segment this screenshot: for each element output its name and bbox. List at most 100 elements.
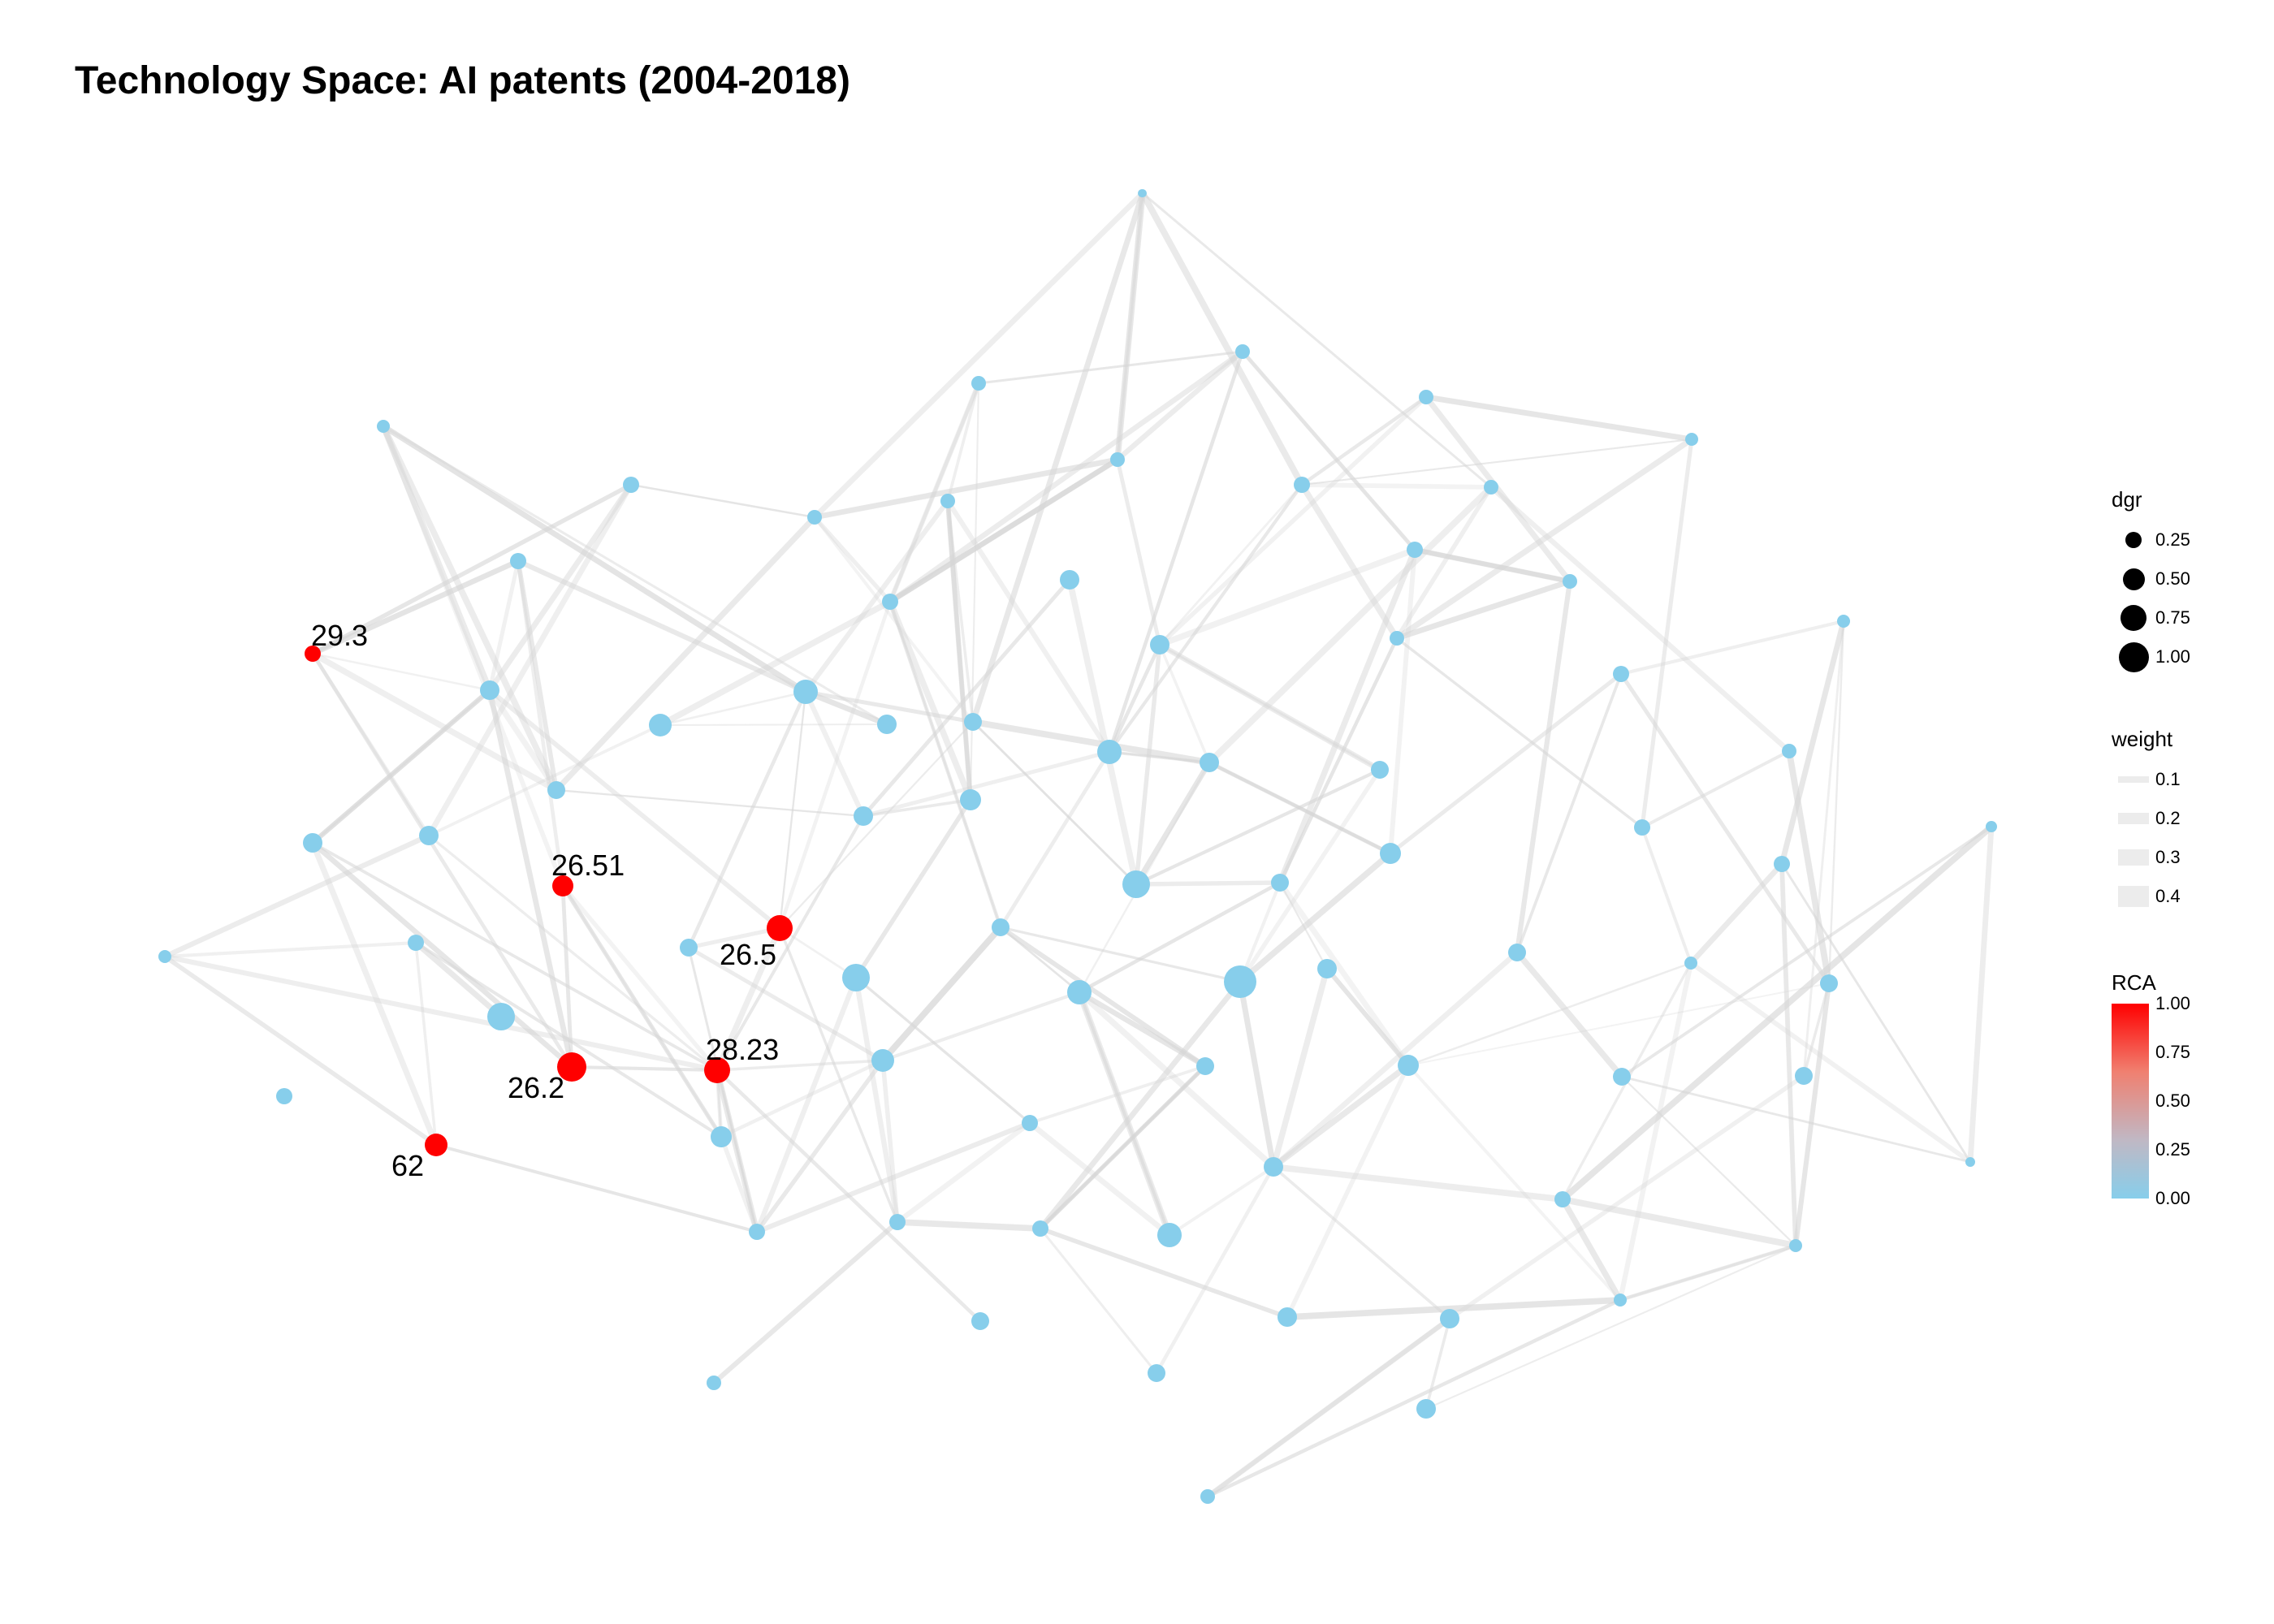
network-node: [1685, 433, 1698, 446]
network-edge: [1160, 645, 1380, 770]
network-edge: [1970, 827, 1991, 1162]
network-node: [1613, 666, 1629, 682]
network-edge: [856, 800, 971, 978]
node-label-26-5: 26.5: [720, 938, 776, 971]
network-edge: [1160, 645, 1209, 762]
network-node: [842, 964, 870, 991]
network-node: [408, 935, 424, 951]
legend-dot-100: [2119, 642, 2149, 672]
network-node: [960, 789, 981, 810]
network-node: [1264, 1157, 1283, 1177]
legend-dgr-label: 0.25: [2155, 529, 2190, 551]
network-edge: [1563, 827, 1991, 1199]
network-node: [1554, 1191, 1571, 1207]
network-node: [649, 714, 672, 736]
network-node: [707, 1376, 721, 1390]
legend-weight-key-04: [2118, 886, 2149, 907]
network-node: [1122, 870, 1150, 898]
legend-weight-item: 0.1: [2112, 760, 2181, 799]
network-edge: [1280, 883, 1408, 1065]
network-edge: [631, 485, 815, 517]
network-edge: [863, 752, 1109, 816]
network-node: [303, 833, 322, 853]
network-node: [1235, 344, 1250, 359]
node-label-62: 62: [391, 1149, 424, 1182]
network-node: [377, 420, 390, 433]
network-edge: [1156, 1167, 1273, 1373]
network-node: [680, 939, 698, 957]
network-edge: [416, 943, 501, 1017]
network-node: [419, 826, 439, 845]
node-label-28-23: 28.23: [706, 1033, 779, 1066]
network-edge: [1426, 1246, 1796, 1409]
network-node: [1634, 819, 1650, 836]
network-edge: [1208, 1300, 1620, 1497]
network-node: [1398, 1055, 1419, 1076]
node-label-26-51: 26.51: [551, 849, 625, 882]
network-edge: [165, 836, 429, 957]
network-node: [1150, 635, 1169, 654]
network-node: [1965, 1157, 1975, 1167]
network-edge: [1040, 1066, 1205, 1229]
network-node: [1022, 1115, 1038, 1131]
network-node: [1060, 570, 1079, 590]
network-node: [1200, 1489, 1215, 1504]
network-edge: [313, 654, 572, 1067]
network-node: [871, 1049, 894, 1072]
network-edge: [815, 517, 890, 602]
network-node: [749, 1224, 765, 1240]
rca-tick-label: 0.50: [2155, 1091, 2190, 1112]
network-node: [1157, 1223, 1182, 1247]
network-node: [807, 510, 822, 525]
network-node: [1224, 965, 1256, 998]
legend-weight-key-03: [2118, 849, 2149, 866]
network-node: [1484, 480, 1498, 495]
network-edge: [1622, 1077, 1970, 1162]
legend-dgr-label: 1.00: [2155, 646, 2190, 667]
network-node: [940, 494, 955, 508]
network-edge: [1143, 193, 1302, 485]
network-edge: [1796, 983, 1829, 1246]
legend-weight-label: 0.1: [2155, 769, 2181, 790]
network-edge: [1563, 1199, 1796, 1246]
rca-colorbar: [2112, 1004, 2149, 1199]
network-edge: [717, 1070, 757, 1232]
network-node: [854, 806, 873, 826]
network-edge: [1691, 864, 1782, 963]
network-edge: [660, 692, 806, 725]
network-edge: [165, 943, 416, 957]
network-node: [1613, 1068, 1631, 1086]
network-node: [793, 680, 818, 704]
network-edge: [1118, 460, 1160, 645]
legend-dgr-label: 0.50: [2155, 568, 2190, 590]
legend-dot-075: [2121, 605, 2146, 631]
network-edge: [660, 724, 887, 725]
network-edge: [1160, 397, 1426, 645]
network-node: [1380, 843, 1401, 864]
edge-layer: [165, 193, 1991, 1497]
network-node: [1271, 874, 1289, 892]
network-node: [1294, 477, 1310, 493]
network-edge: [714, 1222, 897, 1383]
network-node: [1278, 1307, 1297, 1327]
network-node: [1774, 856, 1790, 872]
legend-weight: weight 0.1 0.2 0.3 0.4: [2112, 727, 2181, 916]
rca-tick-label: 0.25: [2155, 1139, 2190, 1160]
network-node: [1986, 821, 1997, 832]
legend-weight-label: 0.2: [2155, 808, 2181, 829]
network-node: [971, 376, 986, 391]
legend-weight-key-02: [2118, 813, 2149, 824]
network-edge: [971, 383, 979, 800]
network-edge: [689, 692, 806, 948]
network-edge: [1327, 969, 1408, 1065]
legend-dgr-item: 0.50: [2112, 559, 2190, 598]
network-node: [547, 781, 565, 799]
network-node: [1440, 1309, 1459, 1328]
legend-dgr: dgr 0.25 0.50 0.75 1.00: [2112, 487, 2190, 676]
network-edge: [1079, 992, 1205, 1066]
network-node: [1097, 740, 1122, 764]
network-node: [1110, 452, 1125, 467]
network-node: [1317, 959, 1337, 978]
legend-dgr-label: 0.75: [2155, 607, 2190, 628]
network-node: [1684, 957, 1697, 970]
